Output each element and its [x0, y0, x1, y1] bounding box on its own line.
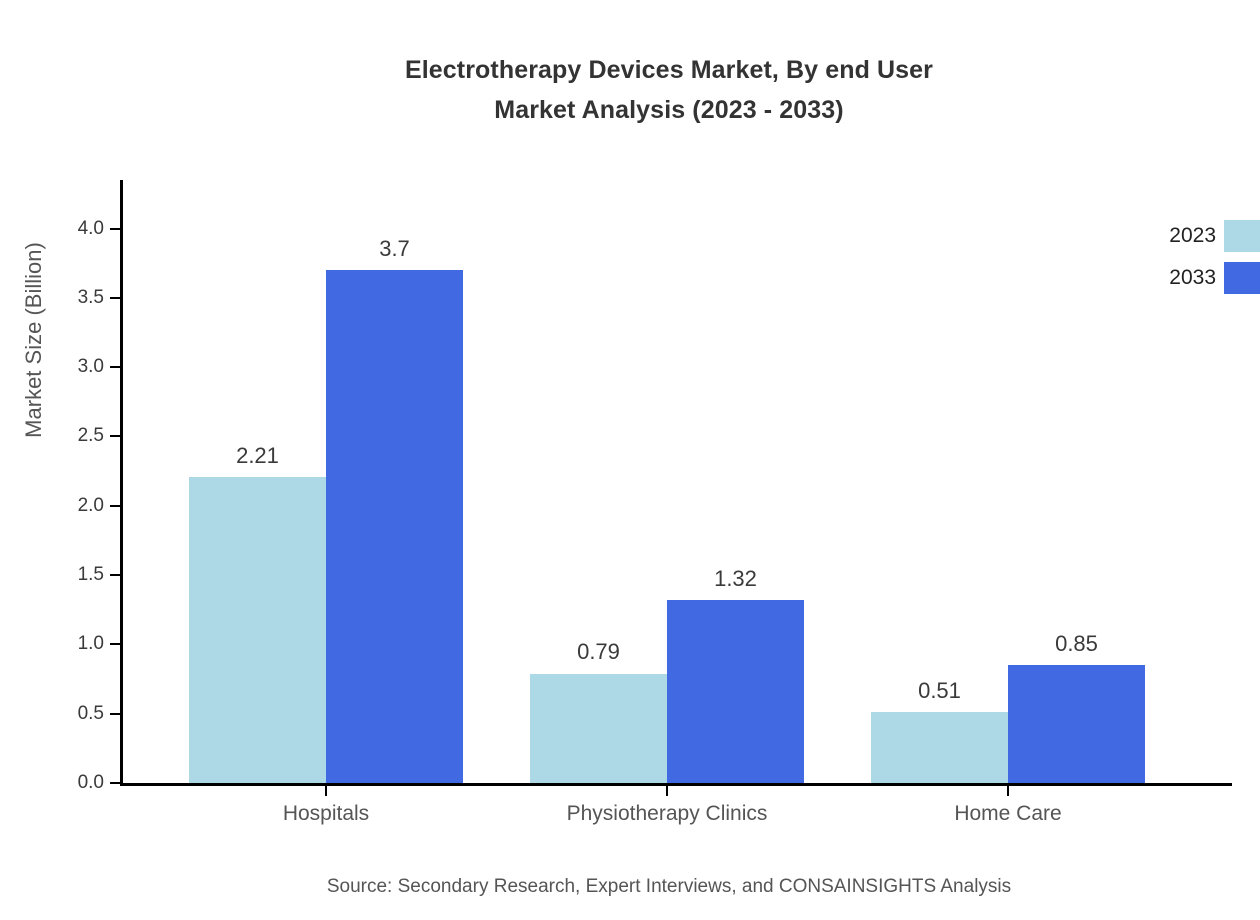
plot-area: 0.0 0.5 1.0 1.5 2.0 2.5 3.0 3.5 4.0 Hospitals Phy… — [78, 180, 1232, 825]
legend-item-2023[interactable]: 2023 — [1136, 220, 1260, 252]
y-axis-spine — [120, 180, 123, 784]
y-tick-label: 2.0 — [77, 494, 104, 516]
y-tick-mark — [110, 435, 122, 438]
y-tick-label: 1.5 — [77, 564, 104, 586]
chart-legend: 2023 2033 — [1136, 220, 1260, 296]
y-tick-mark — [110, 574, 122, 577]
y-tick-label: 0.5 — [77, 702, 104, 724]
bar-value-label: 3.7 — [379, 236, 410, 262]
chart-title: Electrotherapy Devices Market, By end Us… — [0, 50, 1260, 130]
y-tick-mark — [110, 227, 122, 230]
legend-swatch — [1224, 220, 1260, 252]
x-axis-spine — [120, 783, 1232, 786]
legend-swatch — [1224, 262, 1260, 294]
y-tick-label: 1.0 — [77, 633, 104, 655]
bar-value-label: 0.85 — [1055, 631, 1098, 657]
bar-value-label: 1.32 — [714, 566, 757, 592]
source-note: Source: Secondary Research, Expert Inter… — [326, 876, 1012, 897]
bar-2023-hospitals[interactable] — [189, 476, 326, 783]
y-tick-label: 3.0 — [77, 356, 104, 378]
y-tick-label: 0.0 — [77, 772, 104, 793]
x-tick-mark — [325, 784, 327, 796]
chart-title-line-2: Market Analysis (2023 - 2033) — [494, 96, 844, 124]
y-tick-mark — [110, 366, 122, 369]
x-tick-mark — [1007, 784, 1009, 796]
legend-item-2033[interactable]: 2033 — [1136, 262, 1260, 294]
bar-value-label: 2.21 — [236, 442, 279, 468]
bar-2023-home-care[interactable] — [871, 712, 1008, 783]
bar-2033-physiotherapy-clinics[interactable] — [667, 600, 804, 783]
y-tick-label: 2.5 — [77, 425, 104, 447]
y-tick-mark — [110, 712, 122, 715]
y-tick-label: 3.5 — [77, 286, 104, 308]
chart-title-line-1: Electrotherapy Devices Market, By end Us… — [404, 56, 934, 84]
y-tick-mark — [110, 782, 122, 784]
legend-label: 2023 — [1169, 224, 1216, 247]
bar-2033-home-care[interactable] — [1008, 665, 1145, 783]
y-axis-label: Market Size (Billion) — [21, 242, 46, 438]
x-tick-mark — [666, 784, 668, 796]
x-tick-label: Home Care — [954, 802, 1062, 825]
legend-label: 2033 — [1169, 266, 1216, 289]
y-tick-mark — [110, 643, 122, 646]
x-tick-label: Physiotherapy Clinics — [566, 802, 768, 825]
bar-value-label: 0.79 — [577, 639, 620, 665]
y-tick-mark — [110, 504, 122, 507]
y-tick-mark — [110, 296, 122, 299]
bar-2033-hospitals[interactable] — [326, 270, 463, 783]
bar-value-label: 0.51 — [918, 678, 961, 704]
y-tick-label: 4.0 — [77, 217, 104, 239]
bar-2023-physiotherapy-clinics[interactable] — [530, 673, 667, 783]
x-tick-label: Hospitals — [282, 802, 370, 825]
